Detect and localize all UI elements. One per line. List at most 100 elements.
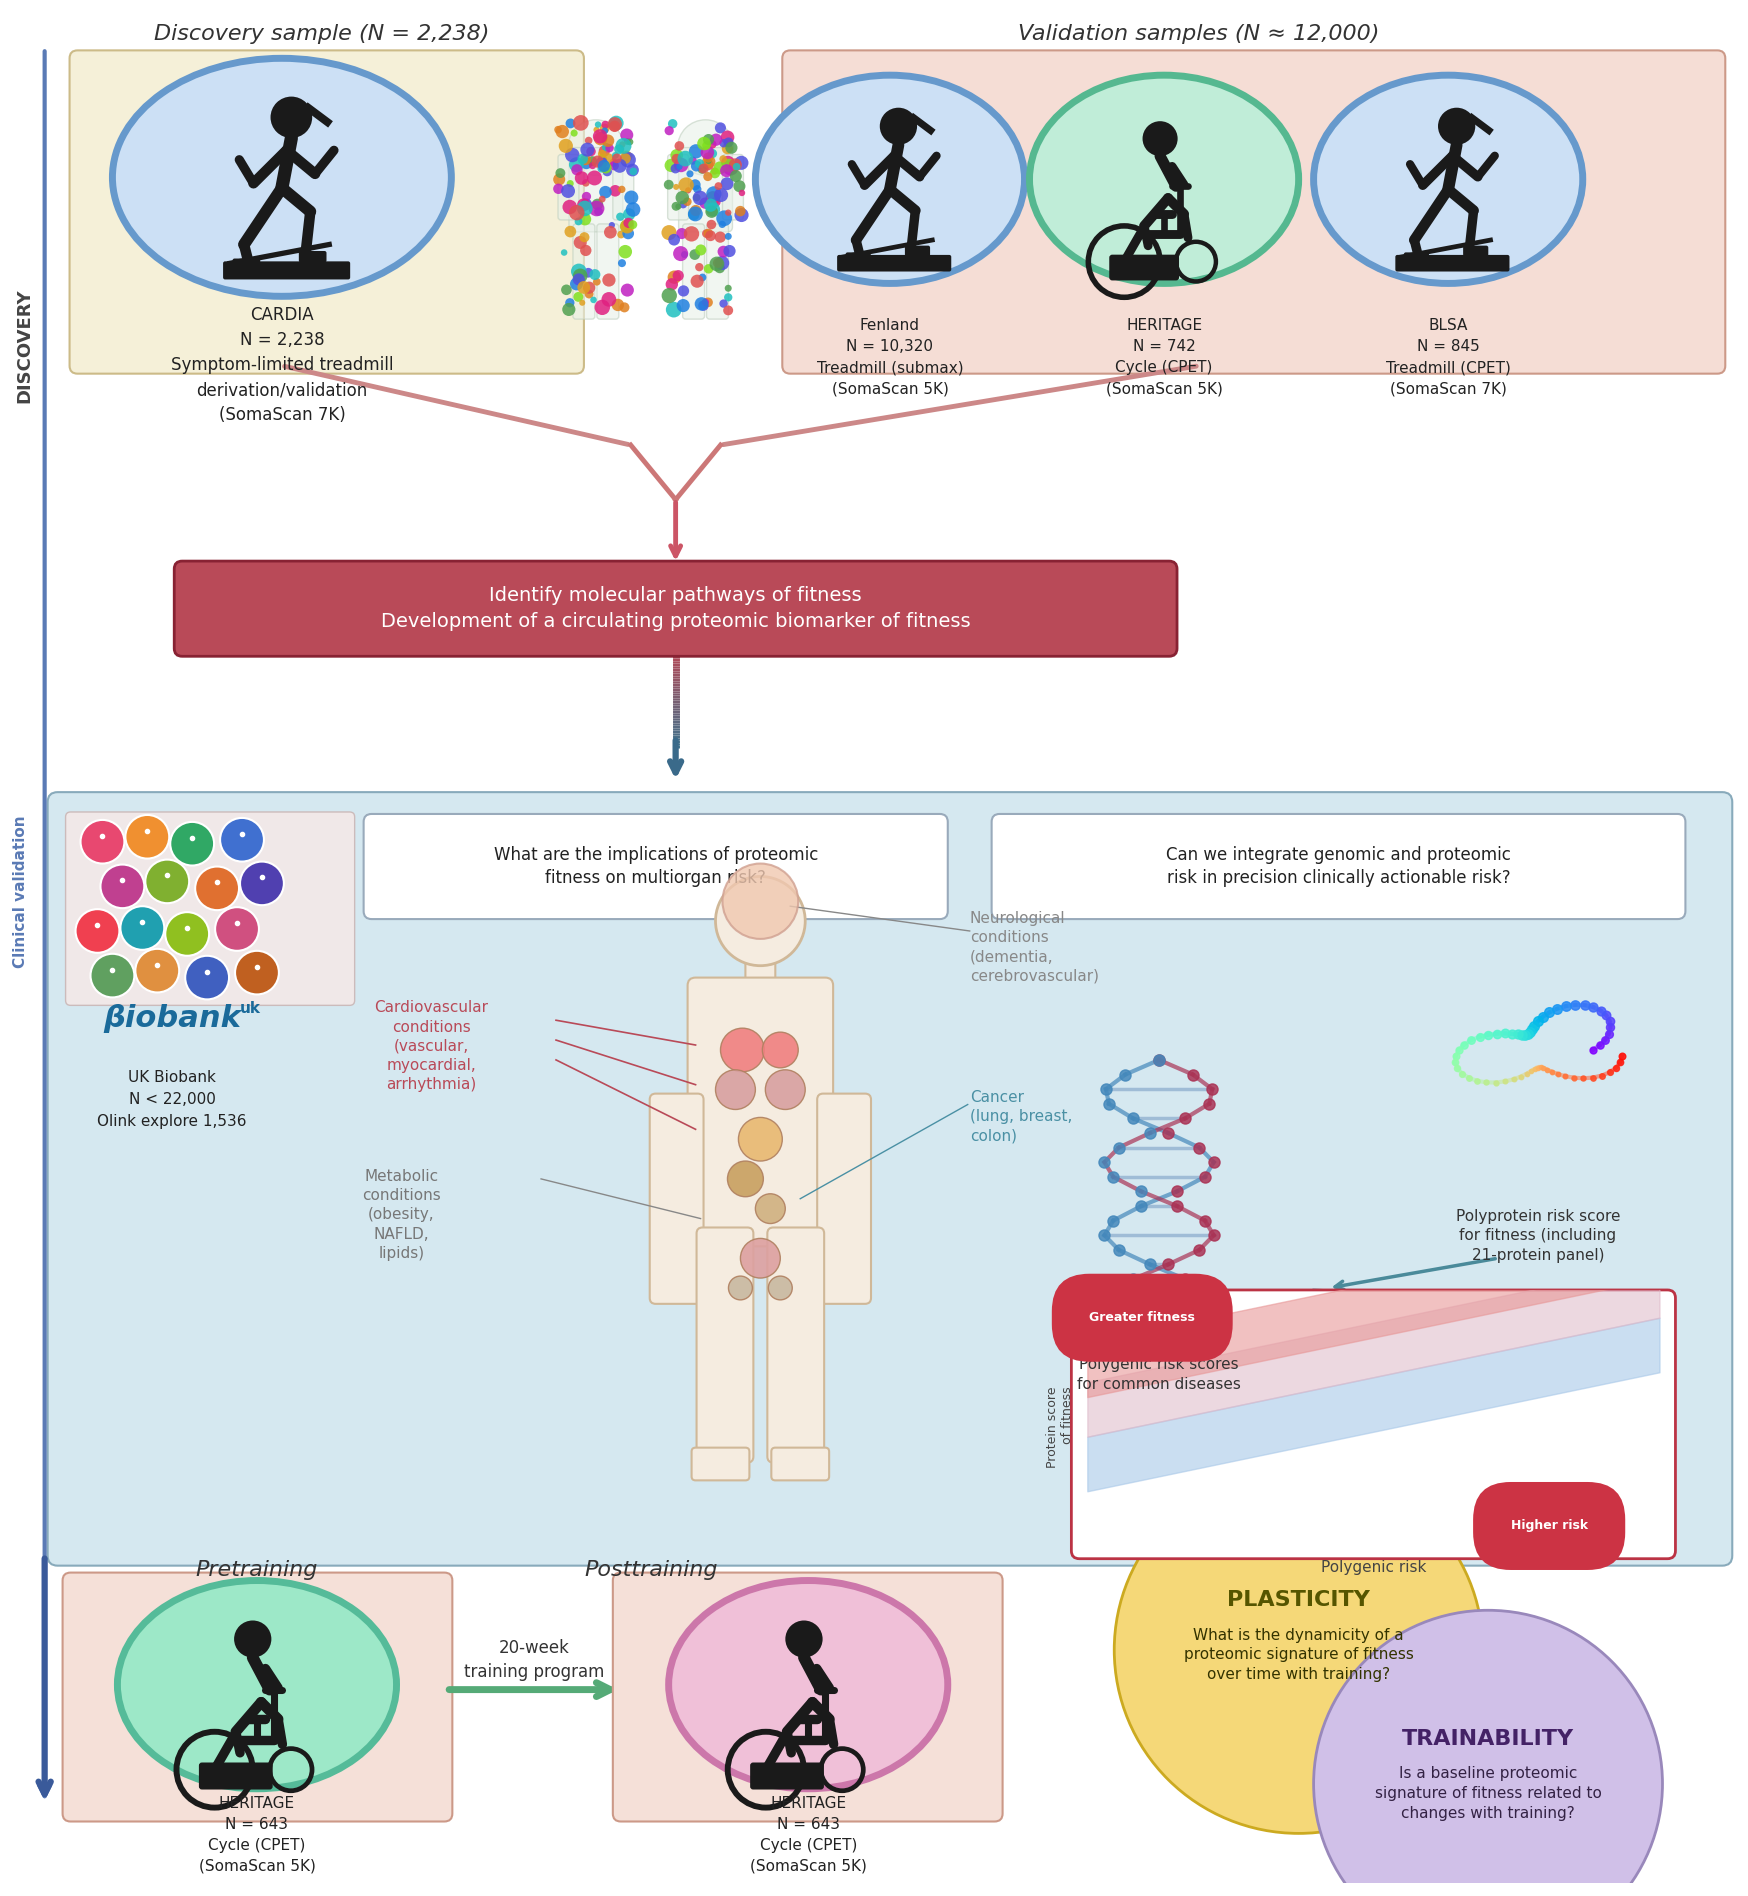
Circle shape — [579, 212, 591, 226]
Text: Polyprotein risk score
for fitness (including
21-protein panel): Polyprotein risk score for fitness (incl… — [1454, 1208, 1619, 1263]
Circle shape — [762, 1031, 797, 1067]
Circle shape — [561, 184, 575, 197]
Circle shape — [582, 191, 591, 201]
Circle shape — [591, 155, 603, 167]
Circle shape — [701, 146, 713, 159]
Circle shape — [589, 296, 596, 303]
Circle shape — [676, 163, 682, 171]
Circle shape — [725, 209, 731, 216]
Text: BLSA
N = 845
Treadmill (CPET)
(SomaScan 7K): BLSA N = 845 Treadmill (CPET) (SomaScan … — [1384, 319, 1510, 396]
Circle shape — [694, 298, 708, 311]
Circle shape — [710, 256, 724, 271]
Circle shape — [671, 154, 682, 163]
Circle shape — [690, 161, 701, 171]
Circle shape — [601, 127, 608, 135]
Circle shape — [718, 155, 727, 163]
Circle shape — [622, 209, 635, 220]
Circle shape — [680, 250, 687, 258]
Circle shape — [215, 906, 259, 950]
Circle shape — [701, 155, 715, 169]
Circle shape — [701, 140, 710, 150]
Text: Higher risk: Higher risk — [1510, 1519, 1587, 1532]
Circle shape — [580, 157, 593, 169]
Circle shape — [552, 184, 563, 193]
Circle shape — [706, 186, 722, 201]
Circle shape — [694, 159, 704, 169]
Circle shape — [703, 159, 713, 171]
Circle shape — [570, 277, 582, 290]
FancyBboxPatch shape — [678, 148, 732, 231]
Circle shape — [678, 284, 689, 296]
Circle shape — [675, 203, 682, 210]
Circle shape — [561, 248, 566, 256]
Circle shape — [621, 220, 635, 233]
Circle shape — [624, 190, 638, 205]
Circle shape — [121, 906, 164, 950]
Text: HERITAGE
N = 742
Cycle (CPET)
(SomaScan 5K): HERITAGE N = 742 Cycle (CPET) (SomaScan … — [1105, 319, 1222, 396]
Circle shape — [697, 165, 706, 174]
Circle shape — [126, 815, 170, 859]
Circle shape — [580, 199, 593, 210]
Circle shape — [725, 142, 738, 154]
Circle shape — [608, 159, 617, 167]
Circle shape — [565, 226, 575, 237]
Circle shape — [608, 186, 621, 197]
Circle shape — [673, 184, 678, 190]
Circle shape — [704, 191, 720, 205]
Circle shape — [612, 152, 619, 159]
Circle shape — [608, 222, 615, 228]
Circle shape — [605, 144, 614, 152]
Circle shape — [607, 118, 622, 131]
Circle shape — [565, 298, 573, 307]
Text: What is the dynamicity of a
proteomic signature of fitness
over time with traini: What is the dynamicity of a proteomic si… — [1183, 1627, 1412, 1682]
Circle shape — [598, 165, 605, 173]
FancyBboxPatch shape — [573, 224, 594, 319]
Circle shape — [573, 292, 584, 301]
Circle shape — [135, 948, 178, 992]
Circle shape — [669, 150, 683, 161]
Circle shape — [729, 159, 741, 171]
Circle shape — [600, 186, 612, 199]
Circle shape — [704, 231, 715, 241]
Text: Polygenic risk: Polygenic risk — [1320, 1560, 1425, 1576]
FancyBboxPatch shape — [816, 1094, 871, 1304]
Circle shape — [170, 821, 213, 866]
Circle shape — [575, 171, 587, 184]
Circle shape — [80, 819, 124, 863]
Circle shape — [568, 119, 624, 174]
Circle shape — [710, 133, 722, 146]
Circle shape — [1141, 121, 1176, 155]
FancyBboxPatch shape — [706, 224, 729, 319]
Circle shape — [666, 279, 678, 290]
Circle shape — [621, 129, 633, 142]
Circle shape — [724, 245, 736, 258]
Text: HERITAGE
N = 643
Cycle (CPET)
(SomaScan 5K): HERITAGE N = 643 Cycle (CPET) (SomaScan … — [750, 1796, 867, 1873]
Circle shape — [234, 1621, 271, 1657]
Circle shape — [75, 910, 119, 954]
Circle shape — [720, 1028, 764, 1071]
Ellipse shape — [668, 1581, 947, 1788]
Circle shape — [577, 199, 589, 210]
Ellipse shape — [117, 1581, 397, 1788]
Circle shape — [608, 121, 621, 133]
FancyBboxPatch shape — [750, 1763, 823, 1790]
Circle shape — [687, 209, 699, 220]
Circle shape — [556, 169, 565, 178]
Circle shape — [582, 283, 594, 294]
Circle shape — [1313, 1610, 1662, 1896]
Circle shape — [676, 119, 732, 174]
Circle shape — [584, 290, 593, 298]
Circle shape — [739, 1238, 780, 1278]
Circle shape — [570, 129, 577, 137]
Text: 20-week
training program: 20-week training program — [463, 1638, 603, 1680]
Circle shape — [703, 298, 713, 307]
Circle shape — [570, 264, 586, 279]
Text: UK Biobank
N < 22,000
Olink explore 1,536: UK Biobank N < 22,000 Olink explore 1,53… — [98, 1069, 246, 1130]
FancyBboxPatch shape — [745, 942, 774, 994]
Circle shape — [594, 133, 607, 146]
Text: Posttraining: Posttraining — [584, 1560, 717, 1579]
Text: uk: uk — [239, 1001, 260, 1016]
FancyBboxPatch shape — [668, 154, 689, 220]
Circle shape — [661, 226, 676, 241]
Circle shape — [676, 152, 692, 167]
